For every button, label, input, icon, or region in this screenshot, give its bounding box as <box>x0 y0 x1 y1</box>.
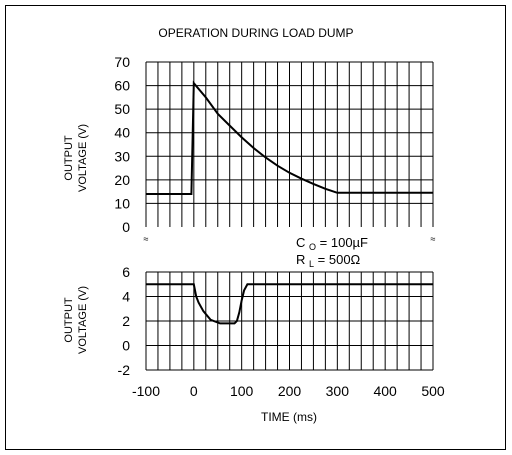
top-y-tick-label: 60 <box>114 78 130 94</box>
annotation-resistance: R L = 500Ω <box>296 252 361 270</box>
bottom-y-ticks: 6 4 2 0 -2 <box>118 264 131 378</box>
annotation-r-value: = 500Ω <box>318 252 361 267</box>
top-y-tick-label: 70 <box>114 54 130 70</box>
annotation-c-value: = 100µF <box>320 235 368 250</box>
top-y-tick-label: 20 <box>114 172 130 188</box>
x-tick-label: 200 <box>278 383 302 399</box>
annotation-c-main: C <box>296 235 305 250</box>
bottom-series-line <box>146 283 433 325</box>
bottom-y-tick-label: 0 <box>122 338 130 354</box>
top-series-line <box>146 80 433 195</box>
figure-border <box>5 5 506 450</box>
top-y-tick-label: 40 <box>114 125 130 141</box>
chart-title: OPERATION DURING LOAD DUMP <box>158 26 353 40</box>
top-y-tick-label: 30 <box>114 148 130 164</box>
bottom-y-tick-label: 4 <box>122 289 130 305</box>
top-y-ticks: 70 60 50 40 30 20 10 0 <box>114 54 130 235</box>
bottom-ylabel-line2: VOLTAGE (V) <box>77 286 89 354</box>
x-tick-label: 100 <box>230 383 254 399</box>
bottom-y-tick-label: -2 <box>118 362 131 378</box>
bottom-y-tick-label: 6 <box>122 264 130 280</box>
bottom-grid <box>145 271 434 371</box>
annotation-background <box>290 233 402 271</box>
top-ylabel-line2: VOLTAGE (V) <box>77 124 89 192</box>
top-y-tick-label: 0 <box>122 219 130 235</box>
x-tick-label: 400 <box>373 383 397 399</box>
bottom-y-tick-label: 2 <box>122 313 130 329</box>
top-panel: OUTPUT VOLTAGE (V) 70 60 50 40 30 20 10 0 <box>63 54 434 235</box>
x-tick-labels: -100 0 100 200 300 400 500 <box>132 383 445 399</box>
x-axis-label: TIME (ms) <box>261 410 317 424</box>
top-y-tick-label: 50 <box>114 101 130 117</box>
top-ylabel-line1: OUTPUT <box>63 135 75 181</box>
annotation-capacitance: C O = 100µF <box>296 235 368 253</box>
x-tick-label: 0 <box>190 383 198 399</box>
axis-break-right: ≈ <box>431 234 436 244</box>
annotation-r-main: R <box>296 252 305 267</box>
bottom-ylabel-line1: OUTPUT <box>63 297 75 343</box>
x-tick-label: 500 <box>421 383 445 399</box>
bottom-panel: OUTPUT VOLTAGE (V) 6 4 2 0 -2 <box>63 264 434 378</box>
x-tick-label: 300 <box>326 383 350 399</box>
axis-break-left: ≈ <box>144 234 149 244</box>
annotation-r-sub: L <box>309 259 314 269</box>
top-y-tick-label: 10 <box>114 195 130 211</box>
annotation-c-sub: O <box>309 242 316 252</box>
x-tick-label: -100 <box>132 383 160 399</box>
